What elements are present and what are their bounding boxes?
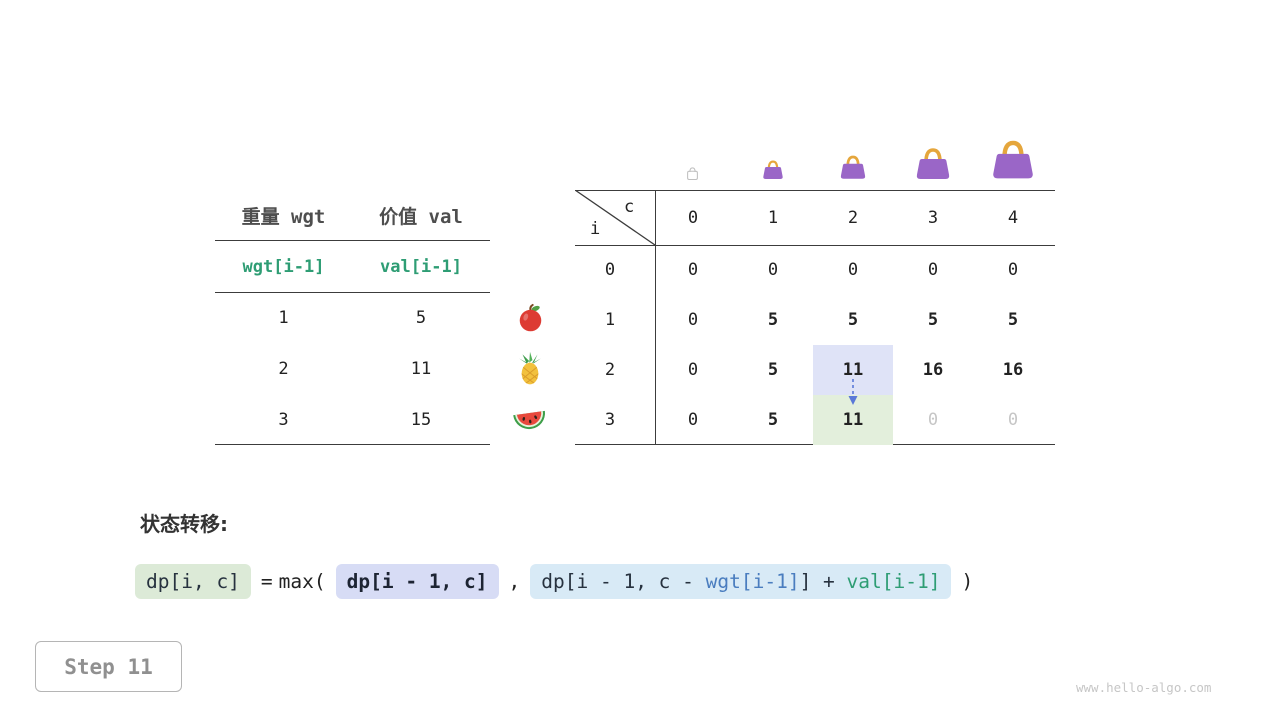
watermark: www.hello-algo.com xyxy=(1076,680,1212,695)
dp-col-header: 2 xyxy=(847,208,859,228)
bag-xlarge-icon xyxy=(988,138,1038,186)
dp-table-rule-vertical xyxy=(655,190,657,445)
dp-table-rule-top xyxy=(575,190,1055,192)
left-table-subheader-wgt: wgt[i-1] xyxy=(242,256,325,277)
dp-row-header: 0 xyxy=(604,260,616,280)
dp-corner-row-label: i xyxy=(590,219,601,239)
transition-formula: dp[i, c] = max( dp[i - 1, c] , dp[i - 1,… xyxy=(135,560,976,602)
apple-icon xyxy=(512,292,548,343)
dp-cell-pending: 0 xyxy=(1007,410,1019,430)
formula-comma: , xyxy=(508,569,521,593)
dp-cell: 0 xyxy=(687,410,699,430)
dp-cell: 5 xyxy=(767,360,779,380)
dp-row-header: 3 xyxy=(604,410,616,430)
left-table-header-weight: 重量 wgt xyxy=(241,205,326,228)
dp-corner-col-label: c xyxy=(624,197,635,217)
dp-cell: 5 xyxy=(927,310,939,330)
formula-max-open: max( xyxy=(278,569,326,593)
formula-arg2-wgt: wgt[i-1] xyxy=(705,569,800,593)
formula-arg2-mid: ] + xyxy=(799,569,847,593)
value-cell: 5 xyxy=(415,307,427,328)
dp-cell: 5 xyxy=(767,410,779,430)
dp-cell-pending: 0 xyxy=(927,410,939,430)
transition-title: 状态转移: xyxy=(140,512,228,536)
value-cell: 11 xyxy=(410,358,432,379)
dp-cell: 0 xyxy=(687,260,699,280)
bag-large-icon xyxy=(913,146,953,186)
bag-medium-icon xyxy=(838,154,868,185)
dp-col-header: 1 xyxy=(767,208,779,228)
dp-col-header: 3 xyxy=(927,208,939,228)
left-table-rule-top xyxy=(215,240,490,242)
formula-close-paren: ) xyxy=(961,569,974,593)
dp-cell: 0 xyxy=(687,310,699,330)
dp-cell: 0 xyxy=(767,260,779,280)
formula-arg2-prefix: dp[i - 1, c - xyxy=(541,569,706,593)
dp-cell: 0 xyxy=(1007,260,1019,280)
formula-arg2: dp[i - 1, c - wgt[i-1]] + val[i-1] xyxy=(530,563,952,599)
formula-equals: = xyxy=(260,569,273,593)
dp-cell: 5 xyxy=(847,310,859,330)
formula-lhs: dp[i, c] xyxy=(135,563,251,599)
left-table-header-value: 价值 val xyxy=(379,205,463,228)
dp-row-header: 2 xyxy=(604,360,616,380)
weight-cell: 2 xyxy=(278,358,289,379)
dp-col-header: 4 xyxy=(1007,208,1019,228)
formula-arg1: dp[i - 1, c] xyxy=(335,563,499,599)
pineapple-icon xyxy=(512,343,548,394)
value-cell: 15 xyxy=(410,409,432,430)
left-table-rule-bottom xyxy=(215,444,490,446)
dp-table-rule-header xyxy=(575,245,1055,247)
weight-cell: 1 xyxy=(278,307,289,328)
bag-empty-icon xyxy=(685,165,700,186)
dp-corner-diagonal xyxy=(575,190,655,245)
left-table-subheader-val: val[i-1] xyxy=(380,256,462,277)
dp-row-header: 1 xyxy=(604,310,616,330)
watermelon-icon xyxy=(510,394,550,445)
dp-cell: 5 xyxy=(1007,310,1019,330)
weight-cell: 3 xyxy=(278,409,289,430)
dp-cell: 16 xyxy=(922,360,944,380)
left-table-rule-mid xyxy=(215,292,490,294)
dp-cell: 0 xyxy=(927,260,939,280)
dp-cell: 0 xyxy=(687,360,699,380)
dp-cell-source-highlight: 11 xyxy=(813,345,893,395)
step-label: Step 11 xyxy=(64,654,153,679)
dp-cell: 0 xyxy=(847,260,859,280)
dp-col-header: 0 xyxy=(687,208,699,228)
dp-cell: 16 xyxy=(1002,360,1024,380)
dp-cell: 5 xyxy=(767,310,779,330)
formula-arg2-val: val[i-1] xyxy=(846,569,941,593)
bag-small-icon xyxy=(761,159,785,185)
transition-arrow-icon xyxy=(848,379,858,405)
step-indicator: Step 11 xyxy=(35,641,182,692)
